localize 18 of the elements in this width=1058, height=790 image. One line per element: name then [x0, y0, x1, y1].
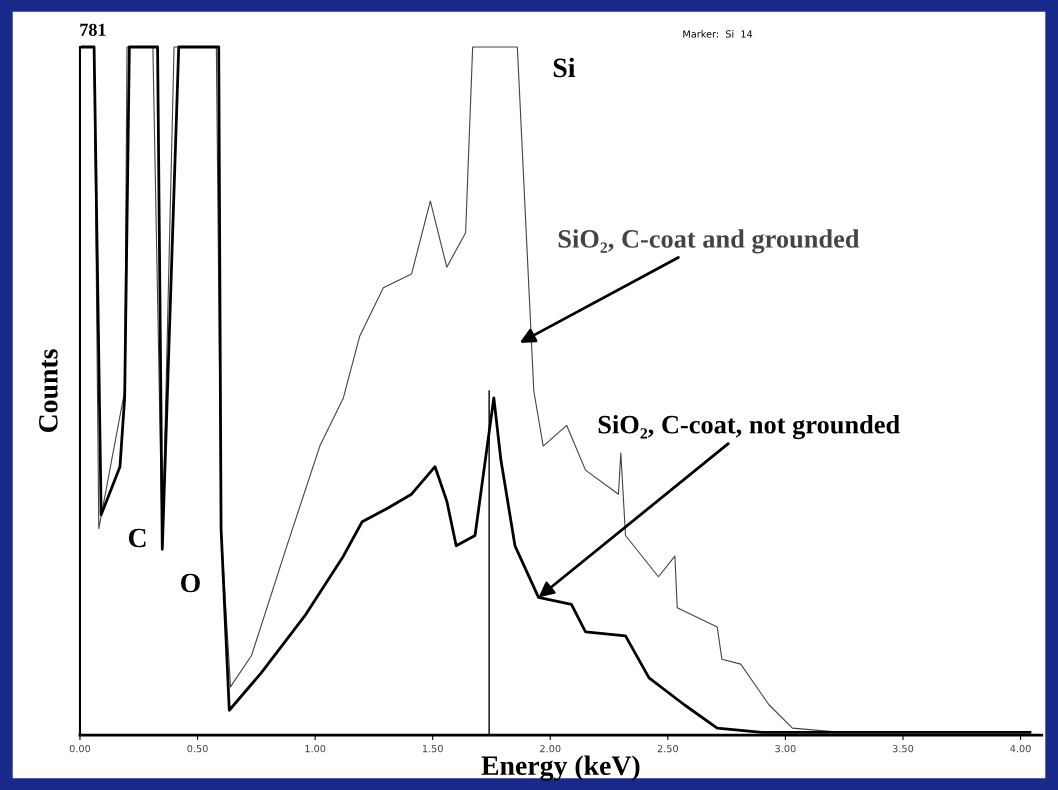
x-tick-label: 3.00 [775, 744, 796, 753]
text: 781 [80, 23, 106, 36]
annotation: O [181, 573, 200, 593]
annotation: C [128, 528, 146, 548]
x-tick-label: 0.00 [69, 744, 91, 753]
x-tick-label: 2.00 [540, 744, 561, 753]
text: SiO₂, C-coat, not grounded [598, 415, 900, 440]
annotation: Si [553, 57, 576, 78]
x-tick-label: 3.50 [892, 744, 914, 753]
x-tick-label: 4.00 [1010, 744, 1031, 753]
x-tick-label: 1.00 [305, 744, 326, 753]
x-tick-label: 2.50 [657, 744, 679, 753]
y-axis-title: Counts [39, 349, 58, 433]
x-tick-label: 0.50 [187, 744, 208, 753]
text: Marker: Si 14 [683, 30, 753, 38]
x-tick-label: 1.50 [422, 744, 443, 753]
x-axis-title: Energy (keV) [481, 755, 640, 781]
series-label: SiO₂, C-coat and grounded [558, 229, 860, 254]
